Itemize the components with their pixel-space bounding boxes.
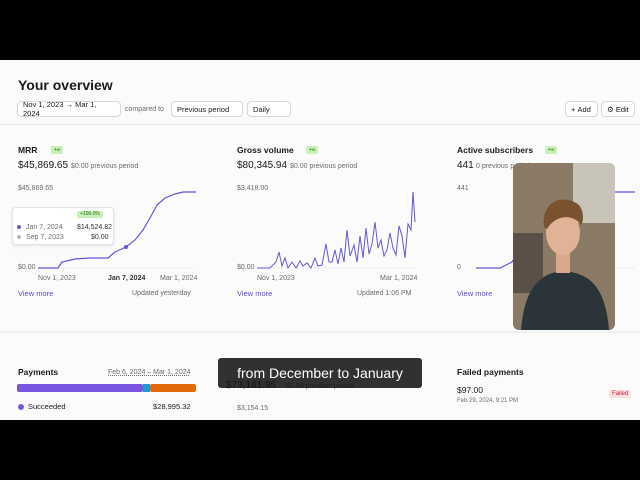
failed-bar (150, 384, 196, 392)
hover-point (124, 245, 128, 249)
add-label: Add (577, 104, 591, 114)
subscribers-line (476, 259, 514, 269)
card-badge: +∞ (545, 146, 558, 154)
x-end: Mar 1, 2024 (380, 275, 418, 282)
face (546, 211, 580, 255)
comparison-select[interactable]: Previous period (171, 101, 243, 117)
date-range: Nov 1, 2023 → Mar 1, 2024 (23, 100, 97, 118)
legend-label: Succeeded (28, 402, 66, 411)
x-hover: Jan 7, 2024 (108, 275, 146, 282)
succeeded-bar (17, 384, 143, 392)
section-title: Failed payments (457, 367, 524, 377)
tooltip-value: $0.00 (91, 234, 109, 241)
tooltip-dot (17, 235, 21, 239)
date-picker[interactable]: Nov 1, 2023 → Mar 1, 2024 (17, 100, 121, 118)
tooltip-date: Jan 7, 2024 (26, 224, 63, 231)
view-more[interactable]: View more (18, 289, 54, 298)
hair (543, 199, 583, 229)
card-previous: $0.00 previous period (290, 163, 358, 170)
divider (0, 124, 640, 125)
interval: Daily (253, 104, 270, 114)
tooltip-value: $14,524.82 (77, 224, 113, 231)
card-previous: 0 previous period (476, 163, 530, 170)
neck (556, 251, 570, 273)
card-value: 441 (457, 160, 474, 171)
x-start: Nov 1, 2023 (38, 275, 76, 282)
webcam-overlay (513, 163, 615, 330)
tooltip: +100.0% Jan 7, 2024 $14,524.82 Sep 7, 20… (12, 207, 114, 245)
edit-button[interactable]: ⚙ Edit (601, 101, 635, 117)
failed-amount: $97.00 (457, 385, 483, 395)
caption-box: from December to January (218, 358, 422, 388)
y-top: $3,418.00 (237, 185, 269, 192)
y-bottom: 0 (457, 264, 461, 271)
legend-amount: $28,995.32 (153, 402, 191, 411)
shirt (521, 271, 609, 330)
card-title: MRR (18, 145, 38, 155)
comparison: Previous period (177, 104, 230, 114)
card-title: Gross volume (237, 145, 294, 155)
other-bar (143, 384, 150, 392)
section-date: Feb 6, 2024 – Mar 1, 2024 (108, 369, 191, 376)
tooltip-date: Sep 7, 2023 (26, 234, 64, 241)
caption: from December to January (237, 365, 403, 381)
y-bottom: $0.00 (18, 264, 36, 271)
card-value: $45,869.65 (18, 160, 69, 171)
status-badge: Failed (609, 390, 632, 398)
y-top: $3,154.15 (237, 405, 269, 412)
updated: Updated 1:06 PM (357, 290, 412, 297)
legend-dot (18, 404, 24, 410)
failed-date: Feb 29, 2024, 9:21 PM (457, 398, 519, 404)
card-previous: $0.00 previous period (71, 163, 139, 170)
x-end: Mar 1, 2024 (160, 275, 198, 282)
card-badge: +∞ (51, 146, 64, 154)
add-button[interactable]: + Add (565, 101, 598, 117)
y-bottom: $0.00 (237, 264, 255, 271)
x-start: Nov 1, 2023 (257, 275, 295, 282)
gross-volume-line (257, 191, 416, 270)
y-top: $45,869.65 (18, 185, 54, 192)
card-badge: +∞ (306, 146, 319, 154)
view-more[interactable]: View more (237, 289, 273, 298)
view-more[interactable]: View more (457, 289, 493, 298)
page-title: Your overview (18, 77, 113, 93)
tooltip-dot (17, 225, 21, 229)
section-title: Payments (18, 367, 59, 377)
card-value: $80,345.94 (237, 160, 288, 171)
card-title: Active subscribers (457, 145, 534, 155)
compared-label: compared to (125, 106, 164, 113)
mrr-line (38, 191, 196, 269)
tooltip-change: +100.0% (77, 211, 103, 218)
updated: Updated yesterday (132, 290, 191, 297)
edit-label: Edit (615, 104, 629, 114)
y-top: 441 (457, 185, 469, 192)
interval-select[interactable]: Daily (247, 101, 291, 117)
